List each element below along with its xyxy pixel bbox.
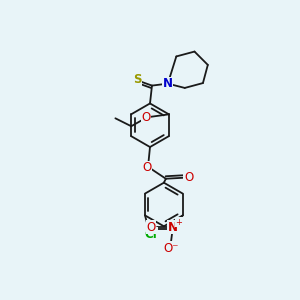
- Text: O: O: [184, 171, 193, 184]
- Text: S: S: [133, 73, 141, 86]
- Text: O⁻: O⁻: [163, 242, 178, 255]
- Text: N: N: [168, 221, 178, 234]
- Text: +: +: [175, 218, 182, 227]
- Text: N: N: [163, 77, 173, 90]
- Text: O: O: [142, 111, 151, 124]
- Text: Cl: Cl: [145, 228, 157, 241]
- Text: O: O: [146, 221, 156, 234]
- Text: O: O: [142, 161, 152, 174]
